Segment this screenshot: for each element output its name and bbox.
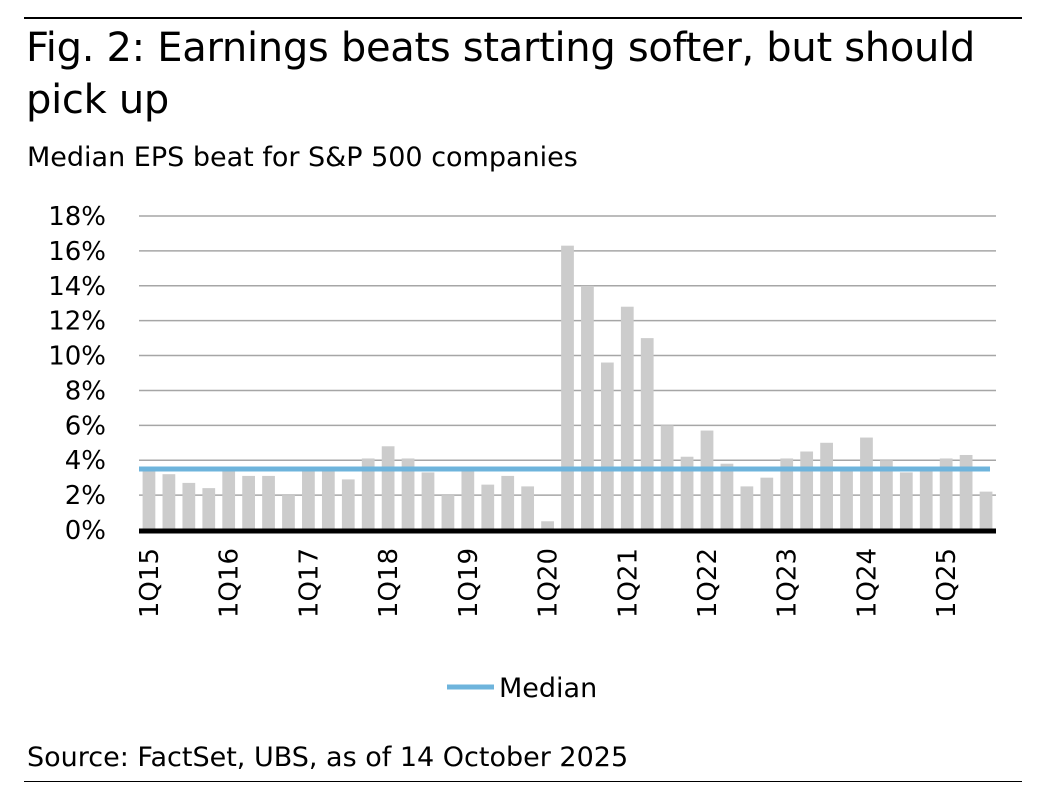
bar-2Q17 (321, 468, 335, 530)
top-rule (24, 17, 1022, 19)
bar-4Q19 (521, 486, 535, 530)
y-axis-ticks: 0% 2% 4% 6% 8% 10% 12% 14% 16% 18% (48, 202, 106, 546)
bar-1Q24 (860, 437, 873, 530)
bar-1Q15 (142, 467, 156, 530)
figure-title: Fig. 2: Earnings beats starting softer, … (26, 25, 975, 123)
bottom-rule (24, 781, 1022, 782)
bars (142, 245, 993, 530)
bar-1Q18 (381, 446, 395, 530)
bar-4Q17 (361, 458, 375, 530)
bar-1Q23 (780, 458, 794, 530)
legend: Median (447, 673, 597, 704)
bar-1Q21 (620, 306, 634, 530)
bar-2Q24 (880, 460, 893, 530)
bar-3Q19 (501, 475, 515, 530)
bar-4Q21 (680, 456, 694, 530)
eps-beat-chart: 0%2%4%6%8%10%12%14%16%18% 1Q15 1Q16 1Q17 1Q… (48, 202, 996, 704)
bar-4Q23 (840, 468, 853, 530)
y-tick-label: 4% (65, 446, 106, 476)
x-tick-label: 1Q24 (852, 548, 882, 618)
bar-3Q21 (660, 425, 674, 530)
bar-3Q23 (820, 442, 833, 530)
bar-1Q25 (939, 458, 953, 530)
bar-3Q15 (182, 482, 196, 530)
bar-4Q16 (282, 495, 295, 530)
y-tick-label: 14% (48, 272, 106, 302)
bar-1Q19 (461, 467, 475, 530)
x-tick-label: 1Q18 (374, 548, 404, 618)
bar-4Q22 (760, 477, 774, 530)
bar-4Q15 (202, 488, 216, 530)
y-tick-label: 2% (65, 481, 106, 511)
bar-2Q15 (162, 474, 176, 530)
bar-2Q19 (481, 484, 495, 530)
bar-2Q23 (800, 451, 814, 530)
bar-2Q25 (959, 454, 973, 530)
y-tick-label: 16% (48, 237, 106, 267)
figure-subtitle: Median EPS beat for S&P 500 companies (27, 142, 578, 173)
bar-3Q25 (979, 491, 993, 530)
y-tick-label: 18% (48, 202, 106, 232)
x-tick-label: 1Q20 (534, 548, 564, 618)
y-tick-label: 12% (48, 307, 106, 337)
bar-2Q22 (720, 463, 734, 530)
x-tick-label: 1Q21 (613, 548, 643, 618)
bar-3Q22 (740, 486, 754, 530)
source-note: Source: FactSet, UBS, as of 14 October 2… (27, 742, 629, 773)
y-tick-label: 6% (65, 411, 106, 441)
bar-4Q18 (441, 495, 455, 530)
bar-3Q20 (581, 285, 594, 530)
x-axis-ticks: 1Q15 1Q16 1Q17 1Q18 1Q19 1Q20 1Q21 1Q22 1Q23 1Q24… (135, 548, 962, 618)
x-tick-label: 1Q22 (693, 548, 723, 618)
y-tick-label: 0% (65, 516, 106, 546)
bar-3Q24 (899, 472, 913, 530)
bar-2Q18 (401, 458, 415, 530)
x-tick-label: 1Q17 (294, 548, 324, 618)
bar-3Q17 (341, 479, 355, 530)
y-tick-label: 10% (48, 342, 106, 372)
bar-1Q17 (302, 468, 315, 530)
x-tick-label: 1Q16 (215, 548, 245, 618)
x-tick-label: 1Q23 (773, 548, 803, 618)
x-tick-label: 1Q25 (932, 548, 962, 618)
bar-2Q16 (242, 475, 255, 530)
x-tick-label: 1Q15 (135, 548, 165, 618)
bar-1Q16 (222, 470, 236, 530)
bar-3Q18 (421, 472, 435, 530)
bar-3Q16 (262, 475, 275, 530)
bar-2Q21 (640, 338, 654, 530)
x-tick-label: 1Q19 (454, 548, 484, 618)
y-tick-label: 8% (65, 376, 106, 406)
bar-4Q20 (600, 362, 614, 530)
bar-1Q20 (541, 521, 554, 530)
legend-median-label: Median (499, 673, 597, 704)
bar-2Q20 (561, 245, 574, 530)
bar-1Q22 (700, 430, 714, 530)
bar-4Q24 (919, 467, 933, 530)
